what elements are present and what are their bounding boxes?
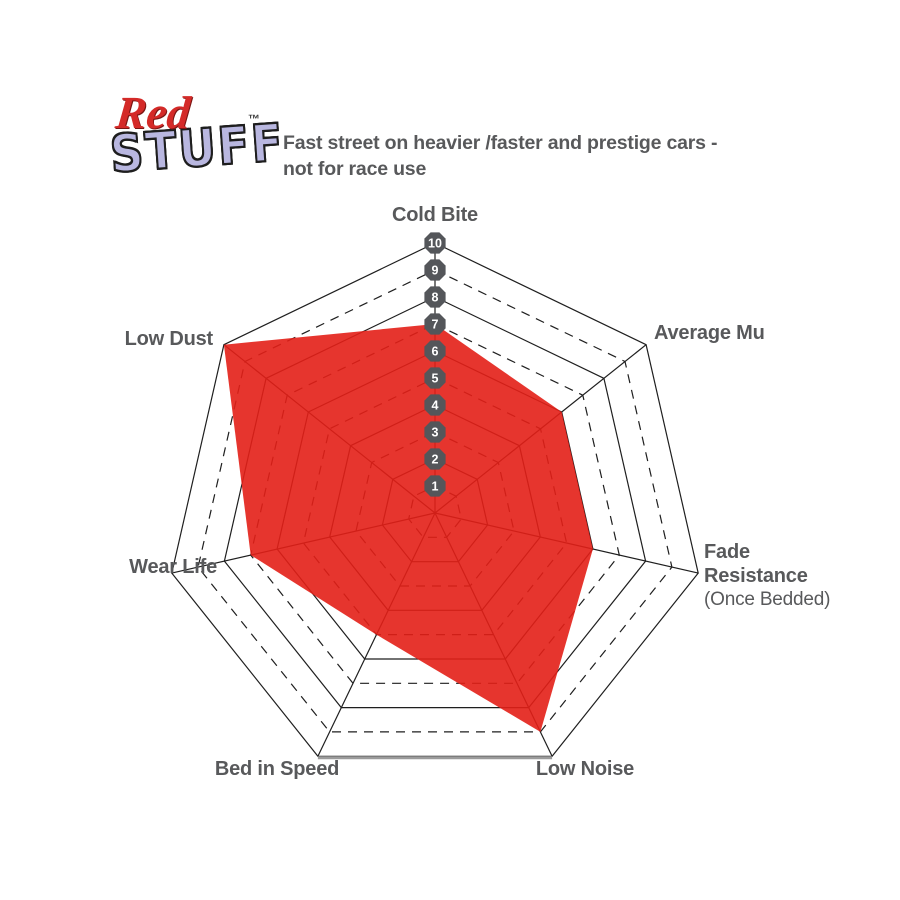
chart-description-line2: not for race use <box>283 158 427 180</box>
scale-badge-9 <box>424 259 446 281</box>
scale-badge-7 <box>424 313 446 335</box>
scale-badge-label-6: 6 <box>432 344 439 358</box>
scale-badge-4 <box>424 394 446 416</box>
axis-label-low-dust: Low Dust <box>124 328 214 350</box>
chart-description-line1: Fast street on heavier /faster and prest… <box>283 132 718 154</box>
scale-badge-label-7: 7 <box>432 317 439 331</box>
scale-badge-1 <box>424 475 446 497</box>
scale-badge-8 <box>424 286 446 308</box>
chart-description: Fast street on heavier /faster and prest… <box>283 130 718 182</box>
scale-badge-label-3: 3 <box>432 425 439 439</box>
scale-badge-6 <box>424 340 446 362</box>
scale-badge-label-2: 2 <box>432 452 439 466</box>
axis-label-cold-bite: Cold Bite <box>392 204 478 226</box>
scale-badge-label-9: 9 <box>432 263 439 277</box>
scale-badge-label-4: 4 <box>432 398 439 412</box>
redstuff-logo: STUFF Red ™ <box>107 87 288 200</box>
scale-badge-10 <box>424 232 446 254</box>
scale-badge-2 <box>424 448 446 470</box>
scale-badge-3 <box>424 421 446 443</box>
axis-label-fade-line2: Resistance <box>704 565 808 587</box>
grid-ring-9 <box>197 269 673 733</box>
series-polygon-redstuff <box>223 324 593 732</box>
scale-badge-label-1: 1 <box>432 479 439 493</box>
trademark-symbol: ™ <box>248 112 260 126</box>
axis-label-fade-line1: Fade <box>704 541 750 563</box>
axis-label-low-noise: Low Noise <box>535 758 635 780</box>
scale-badge-5 <box>424 367 446 389</box>
axis-label-average-mu: Average Mu <box>654 322 765 344</box>
scale-badge-label-8: 8 <box>432 290 439 304</box>
axis-label-bed-in-speed: Bed in Speed <box>214 758 340 780</box>
axis-label-wear-life: Wear Life <box>129 556 217 578</box>
scale-badge-label-10: 10 <box>428 236 442 250</box>
axis-label-fade-resistance: Fade Resistance (Once Bedded) <box>704 540 830 612</box>
axis-label-fade-line3: (Once Bedded) <box>704 589 831 610</box>
scale-badge-label-5: 5 <box>432 371 439 385</box>
